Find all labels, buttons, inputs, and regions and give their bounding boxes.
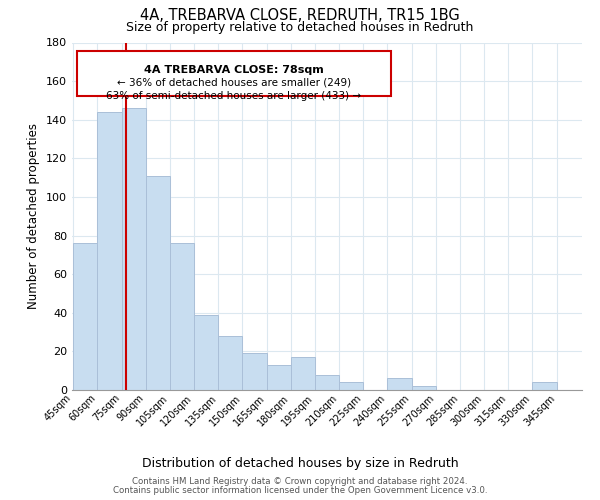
Text: Contains public sector information licensed under the Open Government Licence v3: Contains public sector information licen…: [113, 486, 487, 495]
Bar: [97, 112, 122, 390]
Text: 4A TREBARVA CLOSE: 78sqm: 4A TREBARVA CLOSE: 78sqm: [144, 65, 324, 75]
Text: ← 36% of detached houses are smaller (249): ← 36% of detached houses are smaller (24…: [117, 78, 351, 88]
Text: 4A, TREBARVA CLOSE, REDRUTH, TR15 1BG: 4A, TREBARVA CLOSE, REDRUTH, TR15 1BG: [140, 8, 460, 22]
Bar: [339, 382, 363, 390]
Bar: [242, 354, 266, 390]
FancyBboxPatch shape: [77, 51, 391, 96]
Bar: [315, 374, 339, 390]
Text: 63% of semi-detached houses are larger (433) →: 63% of semi-detached houses are larger (…: [106, 91, 361, 101]
Bar: [218, 336, 242, 390]
Bar: [532, 382, 557, 390]
Bar: [266, 365, 291, 390]
Bar: [170, 244, 194, 390]
Bar: [194, 314, 218, 390]
Bar: [122, 108, 146, 390]
Text: Contains HM Land Registry data © Crown copyright and database right 2024.: Contains HM Land Registry data © Crown c…: [132, 477, 468, 486]
Text: Distribution of detached houses by size in Redruth: Distribution of detached houses by size …: [142, 458, 458, 470]
Bar: [146, 176, 170, 390]
Y-axis label: Number of detached properties: Number of detached properties: [28, 123, 40, 309]
Bar: [388, 378, 412, 390]
Bar: [291, 357, 315, 390]
Bar: [412, 386, 436, 390]
Text: Size of property relative to detached houses in Redruth: Size of property relative to detached ho…: [127, 21, 473, 34]
Bar: [73, 244, 97, 390]
